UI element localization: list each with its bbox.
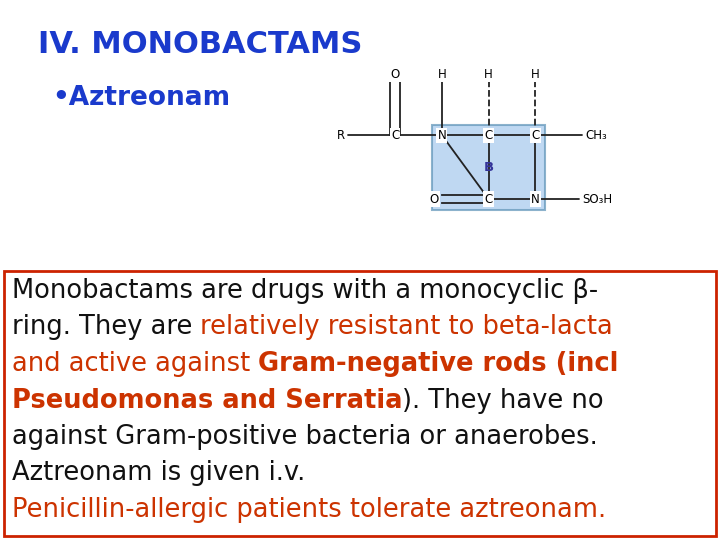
Text: C: C [391, 129, 400, 141]
Text: N: N [531, 193, 540, 206]
Text: and active against: and active against [12, 351, 258, 377]
Text: Penicillin-allergic patients tolerate aztreonam.: Penicillin-allergic patients tolerate az… [12, 497, 606, 523]
Text: ring. They are: ring. They are [12, 314, 200, 341]
Bar [432, 125, 545, 210]
Text: C: C [531, 129, 539, 141]
Text: Pseudomonas and Serratia: Pseudomonas and Serratia [12, 388, 402, 414]
Text: Gram-negative rods (incl: Gram-negative rods (incl [258, 351, 618, 377]
Text: relatively resistant to beta-lacta: relatively resistant to beta-lacta [200, 314, 613, 341]
Text: •Aztreonam: •Aztreonam [52, 85, 230, 111]
Text: H: H [531, 69, 540, 82]
Text: Monobactams are drugs with a monocyclic β-: Monobactams are drugs with a monocyclic … [12, 278, 598, 304]
Text: C: C [485, 129, 492, 141]
Text: CH₃: CH₃ [585, 129, 607, 141]
Text: O: O [390, 69, 400, 82]
Text: O: O [429, 193, 438, 206]
Text: B: B [484, 160, 494, 173]
Text: SO₃H: SO₃H [582, 193, 612, 206]
Text: R: R [337, 129, 345, 141]
Text: Aztreonam is given i.v.: Aztreonam is given i.v. [12, 461, 305, 487]
Bar [4, 271, 716, 536]
Text: H: H [438, 69, 446, 82]
Text: N: N [438, 129, 446, 141]
Text: C: C [485, 193, 492, 206]
Text: against Gram-positive bacteria or anaerobes.: against Gram-positive bacteria or anaero… [12, 424, 598, 450]
Text: ). They have no: ). They have no [402, 388, 604, 414]
Text: H: H [485, 69, 493, 82]
Text: IV. MONOBACTAMS: IV. MONOBACTAMS [38, 30, 362, 59]
